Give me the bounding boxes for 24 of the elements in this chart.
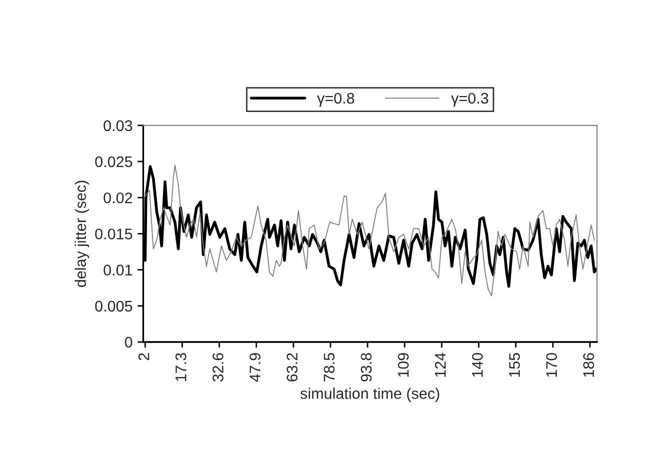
x-tick-label: 140 <box>472 353 483 377</box>
x-tick-label: 63.2 <box>286 353 298 382</box>
y-tick-label: 0 <box>124 336 132 348</box>
y-tick-label: 0.015 <box>95 228 132 240</box>
y-tick-label: 0.02 <box>104 192 132 204</box>
x-tick-label: 47.9 <box>250 353 260 382</box>
x-tick-label: 17.3 <box>176 353 186 381</box>
x-tick-label: 78.5 <box>324 353 335 382</box>
y-tick-label: 0.03 <box>104 120 132 132</box>
x-tick-label: 155 <box>509 353 520 377</box>
x-tick-label: 186 <box>583 353 594 377</box>
x-tick-label: 109 <box>398 353 409 377</box>
legend-label: γ=0.8 <box>317 92 354 107</box>
x-tick-label: 2 <box>138 353 150 360</box>
x-tick-label: 170 <box>546 353 557 377</box>
y-tick-label: 0.005 <box>95 300 132 312</box>
x-tick-label: 124 <box>434 352 446 377</box>
y-tick-label: 0.025 <box>95 156 132 168</box>
y-tick-label: 0.01 <box>104 264 132 276</box>
y-axis-title: delay jitter (sec) <box>74 180 90 287</box>
legend-label: γ=0.3 <box>451 92 488 107</box>
x-axis-title: simulation time (sec) <box>300 388 440 402</box>
x-tick-label: 93.8 <box>360 353 372 382</box>
x-tick-label: 32.6 <box>212 353 224 382</box>
